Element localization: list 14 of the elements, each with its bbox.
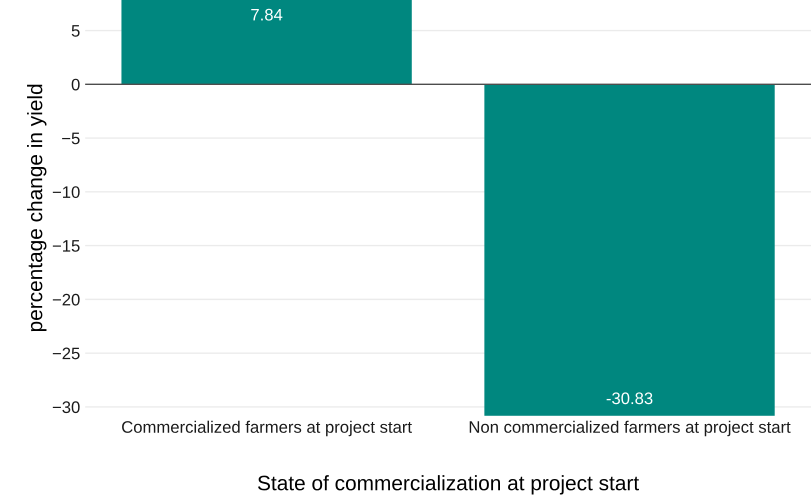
- y-tick-label: 0: [72, 78, 80, 91]
- x-tick-label: Non commercialized farmers at project start: [470, 420, 791, 436]
- y-axis-title: percentage change in yield: [27, 84, 46, 332]
- x-tick-label: Commercialized farmers at project start: [122, 420, 412, 436]
- y-tick-label: −30: [52, 401, 80, 414]
- y-tick-label: −10: [52, 186, 80, 198]
- y-tick-label: −20: [52, 294, 80, 306]
- data-label: -30.83: [606, 392, 652, 404]
- x-axis-title: State of commercialization at project start: [258, 475, 639, 495]
- y-tick-label: −5: [62, 132, 80, 144]
- data-label: 7.84: [251, 8, 282, 21]
- y-tick-label: −25: [52, 348, 80, 360]
- y-tick-label: 5: [72, 25, 80, 37]
- y-tick-label: −15: [52, 240, 80, 252]
